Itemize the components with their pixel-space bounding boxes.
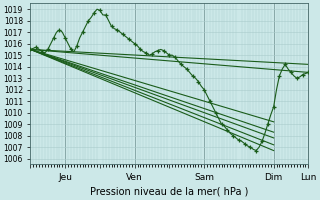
X-axis label: Pression niveau de la mer( hPa ): Pression niveau de la mer( hPa ) <box>90 187 249 197</box>
